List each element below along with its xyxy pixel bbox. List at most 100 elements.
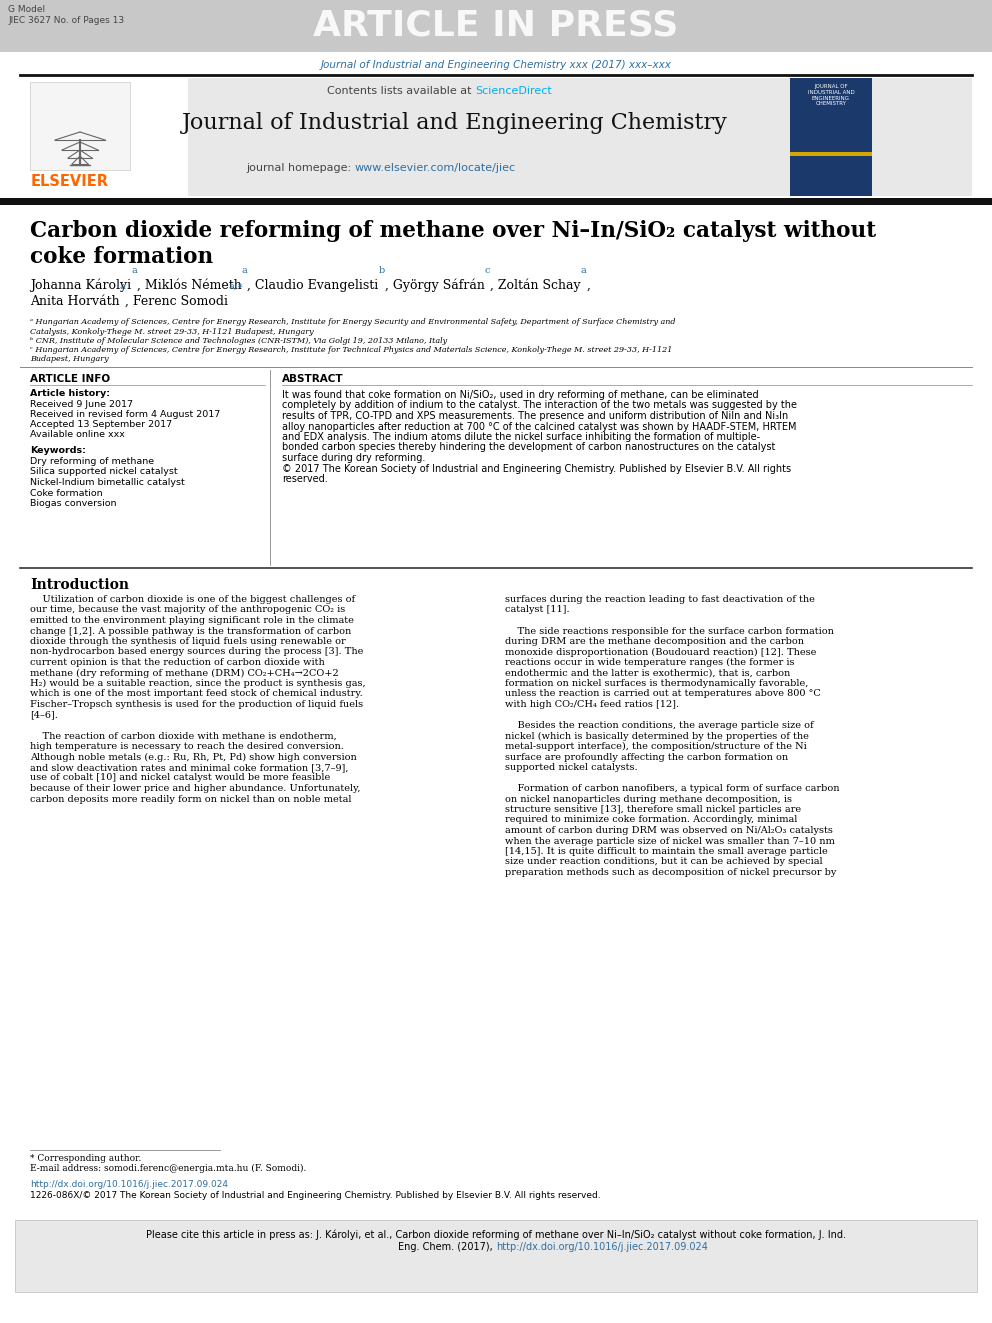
Text: ARTICLE INFO: ARTICLE INFO <box>30 374 110 384</box>
Text: b: b <box>379 266 385 275</box>
Text: http://dx.doi.org/10.1016/j.jiec.2017.09.024: http://dx.doi.org/10.1016/j.jiec.2017.09… <box>496 1242 708 1252</box>
Text: ARTICLE IN PRESS: ARTICLE IN PRESS <box>313 9 679 44</box>
Text: supported nickel catalysts.: supported nickel catalysts. <box>505 763 638 773</box>
Text: monoxide disproportionation (Boudouard reaction) [12]. These: monoxide disproportionation (Boudouard r… <box>505 647 816 656</box>
Text: reactions occur in wide temperature ranges (the former is: reactions occur in wide temperature rang… <box>505 658 795 667</box>
Text: surface during dry reforming.: surface during dry reforming. <box>282 452 426 463</box>
Text: Although noble metals (e.g.: Ru, Rh, Pt, Pd) show high conversion: Although noble metals (e.g.: Ru, Rh, Pt,… <box>30 753 357 762</box>
Text: surfaces during the reaction leading to fast deactivation of the: surfaces during the reaction leading to … <box>505 595 814 605</box>
Text: Utilization of carbon dioxide is one of the biggest challenges of: Utilization of carbon dioxide is one of … <box>30 595 355 605</box>
Text: Johanna Károlyi: Johanna Károlyi <box>30 279 131 292</box>
Text: catalyst [11].: catalyst [11]. <box>505 606 569 614</box>
Text: ᵇ CNR, Institute of Molecular Science and Technologies (CNR-ISTM), Via Golgi 19,: ᵇ CNR, Institute of Molecular Science an… <box>30 337 447 345</box>
Text: http://dx.doi.org/10.1016/j.jiec.2017.09.024: http://dx.doi.org/10.1016/j.jiec.2017.09… <box>30 1180 228 1189</box>
Text: © 2017 The Korean Society of Industrial and Engineering Chemistry. Published by : © 2017 The Korean Society of Industrial … <box>282 463 792 474</box>
Text: Silica supported nickel catalyst: Silica supported nickel catalyst <box>30 467 178 476</box>
Text: JIEC 3627 No. of Pages 13: JIEC 3627 No. of Pages 13 <box>8 16 124 25</box>
Text: Contents lists available at: Contents lists available at <box>327 86 475 97</box>
Text: current opinion is that the reduction of carbon dioxide with: current opinion is that the reduction of… <box>30 658 324 667</box>
Text: Dry reforming of methane: Dry reforming of methane <box>30 456 154 466</box>
Bar <box>15 1220 977 1293</box>
Text: reserved.: reserved. <box>282 474 327 484</box>
Text: size under reaction conditions, but it can be achieved by special: size under reaction conditions, but it c… <box>505 857 822 867</box>
Text: carbon deposits more readily form on nickel than on noble metal: carbon deposits more readily form on nic… <box>30 795 351 803</box>
Text: c: c <box>485 266 490 275</box>
Text: G Model: G Model <box>8 5 45 15</box>
Text: a: a <box>581 266 586 275</box>
Text: when the average particle size of nickel was smaller than 7–10 nm: when the average particle size of nickel… <box>505 836 835 845</box>
Text: 1226-086X/© 2017 The Korean Society of Industrial and Engineering Chemistry. Pub: 1226-086X/© 2017 The Korean Society of I… <box>30 1191 600 1200</box>
Text: dioxide through the synthesis of liquid fuels using renewable or: dioxide through the synthesis of liquid … <box>30 636 346 646</box>
Text: , Zoltán Schay: , Zoltán Schay <box>490 279 581 292</box>
Text: ScienceDirect: ScienceDirect <box>475 86 552 97</box>
Text: during DRM are the methane decomposition and the carbon: during DRM are the methane decomposition… <box>505 636 804 646</box>
Text: Anita Horváth: Anita Horváth <box>30 295 120 308</box>
Text: [14,15]. It is quite difficult to maintain the small average particle: [14,15]. It is quite difficult to mainta… <box>505 847 827 856</box>
Text: methane (dry reforming of methane (DRM) CO₂+CH₄→2CO+2: methane (dry reforming of methane (DRM) … <box>30 668 338 677</box>
Text: journal homepage:: journal homepage: <box>246 163 355 173</box>
Text: Carbon dioxide reforming of methane over Ni–In/SiO₂ catalyst without: Carbon dioxide reforming of methane over… <box>30 220 876 242</box>
Text: Article history:: Article history: <box>30 389 110 398</box>
Text: required to minimize coke formation. Accordingly, minimal: required to minimize coke formation. Acc… <box>505 815 798 824</box>
Text: , Ferenc Somodi: , Ferenc Somodi <box>125 295 228 308</box>
Text: The side reactions responsible for the surface carbon formation: The side reactions responsible for the s… <box>505 627 834 635</box>
Bar <box>0 0 992 52</box>
Text: formation on nickel surfaces is thermodynamically favorable,: formation on nickel surfaces is thermody… <box>505 679 808 688</box>
Text: amount of carbon during DRM was observed on Ni/Al₂O₃ catalysts: amount of carbon during DRM was observed… <box>505 826 833 835</box>
Bar <box>790 78 872 196</box>
Text: metal-support interface), the composition/structure of the Ni: metal-support interface), the compositio… <box>505 742 806 751</box>
Text: Journal of Industrial and Engineering Chemistry xxx (2017) xxx–xxx: Journal of Industrial and Engineering Ch… <box>320 60 672 70</box>
Text: nickel (which is basically determined by the properties of the: nickel (which is basically determined by… <box>505 732 808 741</box>
Text: It was found that coke formation on Ni/SiO₂, used in dry reforming of methane, c: It was found that coke formation on Ni/S… <box>282 390 759 400</box>
Text: which is one of the most important feed stock of chemical industry.: which is one of the most important feed … <box>30 689 363 699</box>
Text: ELSEVIER: ELSEVIER <box>31 175 109 189</box>
Text: Received in revised form 4 August 2017: Received in revised form 4 August 2017 <box>30 410 220 419</box>
Text: change [1,2]. A possible pathway is the transformation of carbon: change [1,2]. A possible pathway is the … <box>30 627 351 635</box>
Text: a,∗: a,∗ <box>228 282 244 291</box>
Text: and EDX analysis. The indium atoms dilute the nickel surface inhibiting the form: and EDX analysis. The indium atoms dilut… <box>282 433 760 442</box>
Bar <box>0 198 992 205</box>
Text: on nickel nanoparticles during methane decomposition, is: on nickel nanoparticles during methane d… <box>505 795 792 803</box>
Text: completely by addition of indium to the catalyst. The interaction of the two met: completely by addition of indium to the … <box>282 401 797 410</box>
Text: Journal of Industrial and Engineering Chemistry: Journal of Industrial and Engineering Ch… <box>183 112 728 134</box>
Text: surface are profoundly affecting the carbon formation on: surface are profoundly affecting the car… <box>505 753 788 762</box>
Text: endothermic and the latter is exothermic), that is, carbon: endothermic and the latter is exothermic… <box>505 668 791 677</box>
Text: Keywords:: Keywords: <box>30 446 86 455</box>
Bar <box>20 78 972 196</box>
Text: use of cobalt [10] and nickel catalyst would be more feasible: use of cobalt [10] and nickel catalyst w… <box>30 774 330 782</box>
Text: * Corresponding author.: * Corresponding author. <box>30 1154 142 1163</box>
Text: ,: , <box>586 279 590 292</box>
Text: coke formation: coke formation <box>30 246 213 269</box>
Text: Biogas conversion: Biogas conversion <box>30 499 116 508</box>
Text: Catalysis, Konkoly-Thege M. street 29-33, H-1121 Budapest, Hungary: Catalysis, Konkoly-Thege M. street 29-33… <box>30 328 313 336</box>
Text: ᵃ Hungarian Academy of Sciences, Centre for Energy Research, Institute for Energ: ᵃ Hungarian Academy of Sciences, Centre … <box>30 318 676 325</box>
Text: and slow deactivation rates and minimal coke formation [3,7–9],: and slow deactivation rates and minimal … <box>30 763 348 773</box>
Text: ᶜ Hungarian Academy of Sciences, Centre for Energy Research, Institute for Techn: ᶜ Hungarian Academy of Sciences, Centre … <box>30 347 673 355</box>
Text: Besides the reaction conditions, the average particle size of: Besides the reaction conditions, the ave… <box>505 721 813 730</box>
Text: unless the reaction is carried out at temperatures above 800 °C: unless the reaction is carried out at te… <box>505 689 820 699</box>
Text: , Claudio Evangelisti: , Claudio Evangelisti <box>247 279 379 292</box>
Text: E-mail address: somodi.ferenc@energia.mta.hu (F. Somodi).: E-mail address: somodi.ferenc@energia.mt… <box>30 1164 307 1174</box>
Text: www.elsevier.com/locate/jiec: www.elsevier.com/locate/jiec <box>355 163 516 173</box>
Text: alloy nanoparticles after reduction at 700 °C of the calcined catalyst was shown: alloy nanoparticles after reduction at 7… <box>282 422 797 431</box>
Text: a: a <box>131 266 137 275</box>
Text: bonded carbon species thereby hindering the development of carbon nanostructures: bonded carbon species thereby hindering … <box>282 442 776 452</box>
Text: a: a <box>242 266 247 275</box>
Text: structure sensitive [13], therefore small nickel particles are: structure sensitive [13], therefore smal… <box>505 804 802 814</box>
Text: H₂) would be a suitable reaction, since the product is synthesis gas,: H₂) would be a suitable reaction, since … <box>30 679 366 688</box>
Text: preparation methods such as decomposition of nickel precursor by: preparation methods such as decompositio… <box>505 868 836 877</box>
Text: non-hydrocarbon based energy sources during the process [3]. The: non-hydrocarbon based energy sources dur… <box>30 647 363 656</box>
Text: results of TPR, CO-TPD and XPS measurements. The presence and uniform distributi: results of TPR, CO-TPD and XPS measureme… <box>282 411 789 421</box>
Text: Introduction: Introduction <box>30 578 129 591</box>
Bar <box>30 82 130 169</box>
Text: with high CO₂/CH₄ feed ratios [12].: with high CO₂/CH₄ feed ratios [12]. <box>505 700 680 709</box>
Text: , Miklós Németh: , Miklós Németh <box>137 279 242 292</box>
Text: The reaction of carbon dioxide with methane is endotherm,: The reaction of carbon dioxide with meth… <box>30 732 336 741</box>
Bar <box>790 152 872 156</box>
Text: ABSTRACT: ABSTRACT <box>282 374 343 384</box>
Text: because of their lower price and higher abundance. Unfortunately,: because of their lower price and higher … <box>30 785 360 792</box>
Text: our time, because the vast majority of the anthropogenic CO₂ is: our time, because the vast majority of t… <box>30 606 345 614</box>
Bar <box>20 78 188 196</box>
Text: , György Sáfrán: , György Sáfrán <box>385 279 485 292</box>
Text: [4–6].: [4–6]. <box>30 710 58 720</box>
